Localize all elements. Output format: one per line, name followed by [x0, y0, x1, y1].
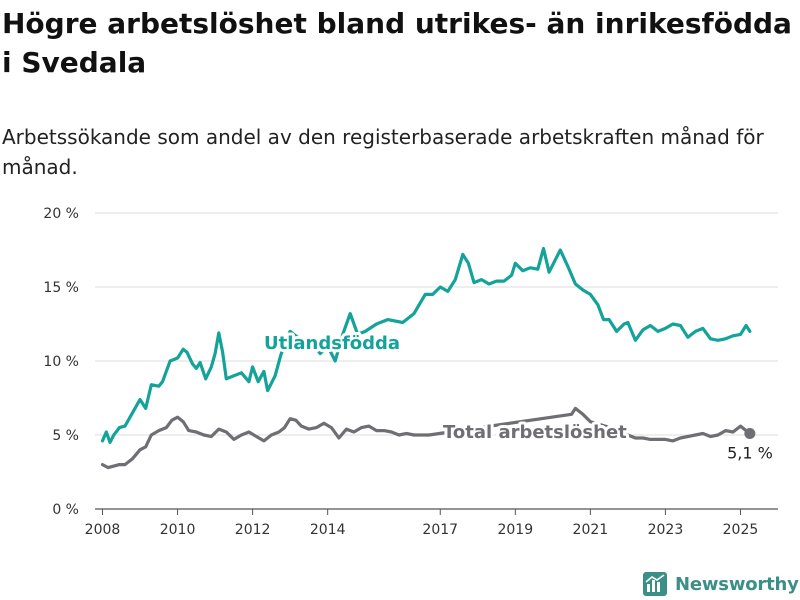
- series-lines: [100, 246, 756, 470]
- x-tick-label: 2012: [235, 522, 271, 538]
- y-axis: 0 % 5 % 10 % 15 % 20 %: [43, 206, 79, 518]
- series-label-total: Total arbetslöshet: [443, 422, 627, 443]
- x-tick-label: 2010: [160, 522, 196, 538]
- y-tick-label: 5 %: [52, 428, 79, 444]
- chart-title: Högre arbetslöshet bland utrikes- än inr…: [2, 7, 792, 79]
- grid: [95, 212, 778, 510]
- x-tick-label: 2023: [648, 522, 684, 538]
- x-axis: 2008 2010 2012 2014 2017 2019 2021 2023 2025: [85, 509, 759, 538]
- x-tick-label: 2025: [723, 522, 759, 538]
- series-line-utlandsfodda: [100, 246, 752, 444]
- brand: Newsworthy: [643, 568, 799, 600]
- brand-name: Newsworthy: [675, 573, 799, 595]
- y-tick-label: 10 %: [43, 354, 79, 370]
- end-point-marker: [744, 428, 756, 440]
- series-label-utlandsfodda: Utlandsfödda: [264, 333, 400, 354]
- x-tick-label: 2014: [310, 522, 346, 538]
- x-tick-label: 2008: [85, 522, 121, 538]
- x-tick-label: 2021: [573, 522, 609, 538]
- series-line-total: [100, 406, 752, 470]
- series-labels: 5,1 % Utlandsfödda Total arbetslöshet: [261, 330, 773, 463]
- x-tick-label: 2017: [422, 522, 458, 538]
- y-tick-label: 15 %: [43, 280, 79, 296]
- y-tick-label: 20 %: [43, 206, 79, 222]
- y-tick-label: 0 %: [52, 502, 79, 518]
- chart-subtitle: Arbetssökande som andel av den registerb…: [2, 125, 764, 179]
- newsworthy-logo-icon: [643, 572, 667, 596]
- x-tick-label: 2019: [497, 522, 533, 538]
- end-value-label: 5,1 %: [727, 444, 773, 463]
